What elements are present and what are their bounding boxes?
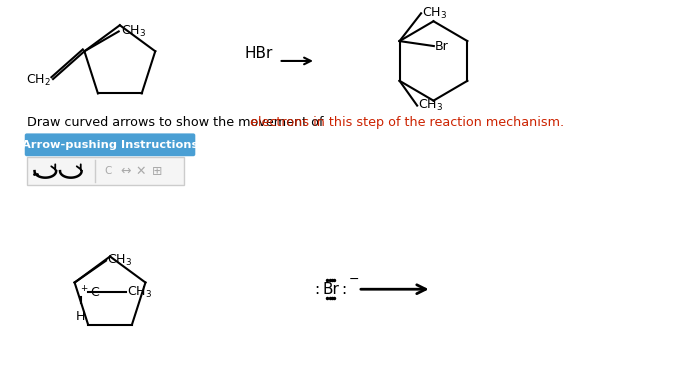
Text: :: : bbox=[315, 282, 319, 297]
Text: ⊞: ⊞ bbox=[152, 164, 162, 178]
Text: electrons in this step of the reaction mechanism.: electrons in this step of the reaction m… bbox=[250, 116, 564, 129]
Text: Draw curved arrows to show the movement of: Draw curved arrows to show the movement … bbox=[27, 116, 327, 129]
Text: Br: Br bbox=[322, 282, 339, 297]
Text: ↔: ↔ bbox=[120, 164, 131, 178]
Text: :: : bbox=[342, 282, 347, 297]
Text: CH$_3$: CH$_3$ bbox=[121, 24, 146, 39]
Text: −: − bbox=[348, 273, 358, 286]
Text: CH$_3$: CH$_3$ bbox=[422, 6, 448, 21]
Text: CH$_3$: CH$_3$ bbox=[418, 98, 443, 113]
Text: Arrow-pushing Instructions: Arrow-pushing Instructions bbox=[22, 140, 198, 150]
Text: HBr: HBr bbox=[245, 46, 273, 60]
Text: ✕: ✕ bbox=[135, 164, 146, 178]
Text: CH$_3$: CH$_3$ bbox=[126, 285, 152, 300]
Text: C: C bbox=[105, 166, 112, 176]
Text: CH$_3$: CH$_3$ bbox=[107, 253, 132, 268]
Text: $^+$C: $^+$C bbox=[78, 285, 100, 300]
Text: CH$_2$: CH$_2$ bbox=[26, 72, 51, 88]
Text: H: H bbox=[76, 310, 85, 323]
Text: Br: Br bbox=[435, 40, 449, 53]
FancyBboxPatch shape bbox=[27, 157, 184, 185]
FancyBboxPatch shape bbox=[25, 134, 195, 156]
